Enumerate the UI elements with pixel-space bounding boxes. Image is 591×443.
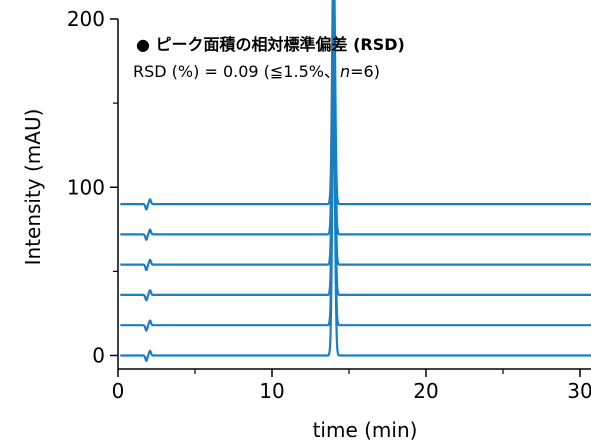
annotation-rsd-prefix: RSD (%) = 0.09 (≦1.5%、 bbox=[133, 62, 340, 81]
trace-line-4 bbox=[119, 7, 591, 272]
trace-line-3 bbox=[119, 38, 591, 302]
x-tick-label: 10 bbox=[259, 379, 284, 403]
y-tick-label: 100 bbox=[67, 175, 105, 199]
y-tick-label: 200 bbox=[67, 7, 105, 31]
y-tick-label: 0 bbox=[92, 344, 105, 368]
annotation-rsd-suffix: =6) bbox=[350, 62, 380, 81]
x-tick-label: 20 bbox=[413, 379, 438, 403]
y-ticks-group: 0 100 200 bbox=[67, 7, 118, 368]
trace-line-5 bbox=[119, 0, 591, 241]
trace-line-2 bbox=[119, 68, 591, 332]
annotation-title: ● ピーク面積の相対標準偏差 (RSD) bbox=[136, 35, 405, 54]
x-tick-label: 0 bbox=[112, 379, 125, 403]
x-tick-label: 30 bbox=[567, 379, 591, 403]
trace-line-6 bbox=[119, 0, 591, 211]
annotation-rsd: RSD (%) = 0.09 (≦1.5%、n=6) bbox=[133, 62, 380, 81]
traces-group bbox=[119, 0, 591, 362]
trace-line-1 bbox=[119, 98, 591, 362]
x-ticks-group: 0 10 20 30 bbox=[112, 369, 591, 403]
x-axis-title: time (min) bbox=[313, 418, 418, 442]
axes-group bbox=[117, 19, 591, 370]
y-axis-title: Intensity (mAU) bbox=[21, 109, 45, 266]
annotation-rsd-n: n bbox=[340, 62, 350, 81]
